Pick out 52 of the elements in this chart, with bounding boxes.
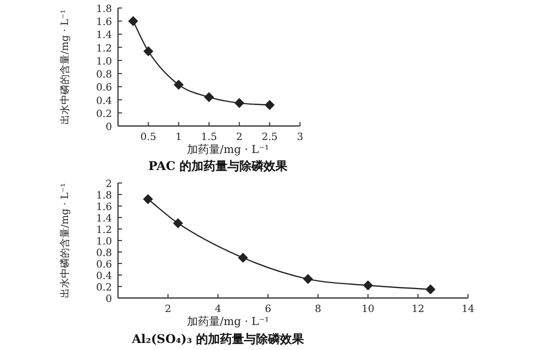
point (204, 92, 214, 102)
point (234, 98, 244, 108)
x-tick-label: 12 (412, 304, 424, 315)
x-tick-label: 3 (296, 132, 304, 143)
y-tick-label: 0.8 (96, 70, 112, 81)
x-tick-label: 2 (236, 132, 243, 143)
y-tick-label: 1.6 (96, 17, 112, 28)
x-tick-label: 1.5 (201, 132, 217, 143)
y-tick-label: 0.8 (96, 248, 112, 259)
y-tick-label: 0.4 (96, 96, 112, 107)
point (173, 218, 183, 228)
point (143, 46, 154, 56)
y-tick-label: 0.6 (96, 260, 112, 270)
point (363, 280, 373, 290)
y-tick-label: 0 (106, 294, 112, 305)
y-tick-label: 1.6 (96, 202, 112, 213)
y-axis-title: 出水中磷的含量/mg · L⁻¹ (59, 10, 71, 124)
y-tick-label: 1.8 (96, 190, 112, 202)
point (264, 100, 275, 110)
y-tick-label: 1.8 (96, 4, 112, 15)
x-tick-label: 14 (462, 304, 474, 315)
y-tick-label: 0.2 (96, 282, 112, 294)
x-tick-label: 4 (214, 304, 222, 315)
y-tick-label: 1.2 (96, 225, 112, 236)
y-axis-title: 出水中磷的含量/mg · L⁻¹ (59, 183, 71, 298)
x-axis-title: 加药量/mg · L⁻¹ (186, 315, 270, 328)
x-tick-label: 8 (314, 304, 322, 315)
text: PAC 的加药量与除磷效果 (148, 159, 289, 173)
y-tick-label: 1.4 (96, 214, 112, 224)
y-tick-label: 0.6 (96, 82, 112, 94)
x-tick-label: 1 (175, 132, 182, 143)
point (174, 80, 184, 90)
y-tick-label: 1.2 (96, 43, 112, 54)
point (426, 284, 436, 294)
y-tick-label: 1.0 (96, 236, 112, 248)
point (143, 194, 153, 204)
y-tick-label: 1.0 (96, 56, 112, 68)
y-tick-label: 1.4 (96, 30, 112, 42)
y-tick-label: 0.4 (96, 271, 112, 282)
x-tick-label: 10 (362, 304, 374, 315)
y-tick-label: 0.2 (96, 108, 112, 120)
x-tick-label: 2.5 (262, 132, 278, 143)
y-tick-label: 2 (106, 179, 112, 190)
y-tick-label: 0 (106, 122, 112, 133)
x-axis-title: 加药量/mg · L⁻¹ (186, 143, 270, 156)
point (128, 16, 138, 26)
x-tick-label: 2 (164, 304, 172, 315)
point (238, 252, 248, 263)
text: Al₂(SO₄)₃ 的加药量与除磷效果 (130, 332, 306, 346)
point (303, 274, 313, 284)
x-tick-label: 6 (264, 304, 272, 315)
x-tick-label: 0.5 (140, 132, 156, 143)
